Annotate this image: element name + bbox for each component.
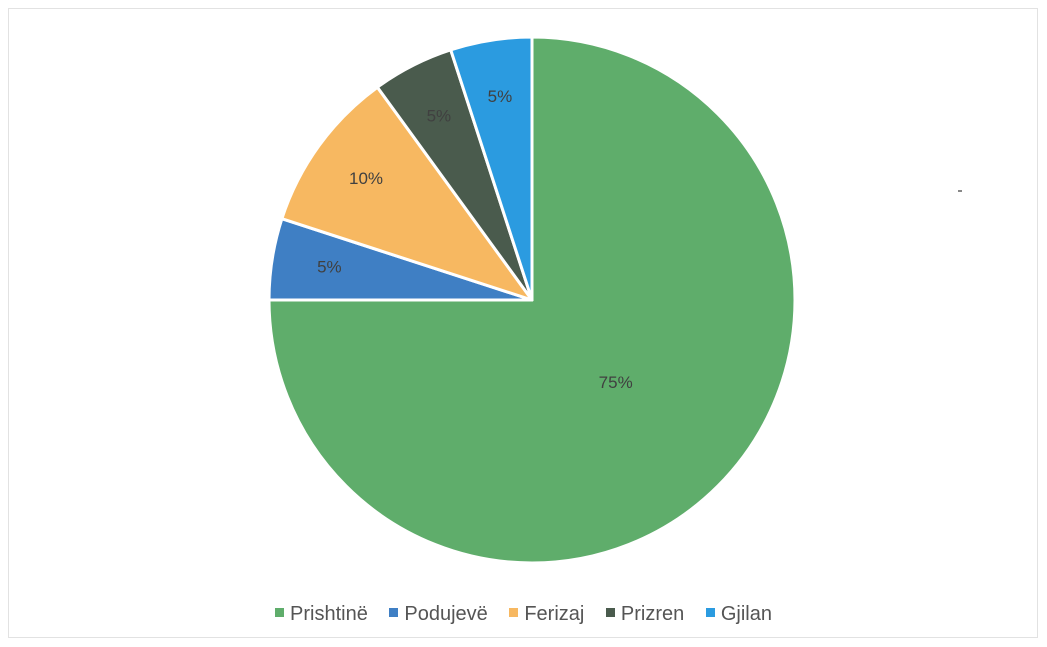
legend-label: Podujevë [404,603,488,625]
legend-item-ferizaj: Ferizaj [509,603,584,626]
legend-swatch [275,608,284,618]
legend-label: Prishtinë [290,603,368,625]
stray-mark [958,190,962,192]
pie-chart: 75% 5% 10% 5% 5% [267,35,797,565]
data-label: 75% [599,373,633,392]
legend-label: Gjilan [720,603,772,625]
pie-slice-ferizaj [280,85,534,302]
data-label: 5% [488,87,513,106]
legend-swatch [389,608,399,618]
pie-slice-gjilan [449,35,534,302]
legend-item-prishtine: Prishtinë [275,603,368,626]
data-label: 5% [427,107,452,126]
data-label: 5% [317,257,342,276]
legend-swatch [509,608,519,618]
legend-item-prizren: Prizren [605,603,685,626]
legend-swatch [605,608,615,618]
pie-slice-prishtin [267,35,797,565]
chart-legend: Prishtinë Podujevë Ferizaj Prizren Gjila… [0,603,1047,626]
legend-item-podujeve: Podujevë [389,603,488,626]
legend-item-gjilan: Gjilan [705,603,772,626]
legend-swatch [705,608,715,618]
legend-label: Prizren [620,603,685,625]
data-label: 10% [349,169,383,188]
legend-label: Ferizaj [524,603,585,625]
